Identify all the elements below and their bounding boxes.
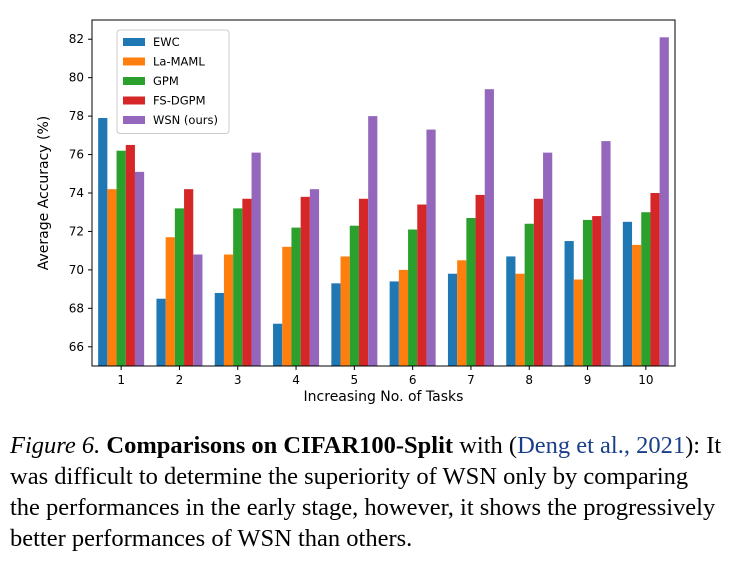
legend-label-wsn-ours: WSN (ours) <box>153 113 218 127</box>
bar-ewc-8 <box>506 256 516 366</box>
y-tick-label-72: 72 <box>69 224 84 238</box>
bar-wsn-ours-3 <box>251 152 261 366</box>
x-tick-label-4: 4 <box>292 373 300 387</box>
bar-ewc-6 <box>389 281 399 366</box>
bar-ewc-4 <box>273 323 283 366</box>
x-tick-label-1: 1 <box>117 373 125 387</box>
x-tick-label-7: 7 <box>467 373 475 387</box>
legend-label-la-maml: La-MAML <box>153 55 205 69</box>
bar-gpm-10 <box>641 212 651 366</box>
bar-ewc-9 <box>564 241 574 366</box>
x-tick-label-10: 10 <box>638 373 653 387</box>
bar-la-maml-3 <box>223 254 234 366</box>
bar-wsn-ours-5 <box>368 116 378 366</box>
bar-wsn-ours-7 <box>484 89 494 366</box>
bar-gpm-7 <box>466 217 476 366</box>
bar-la-maml-10 <box>632 244 642 366</box>
bar-fs-dgpm-4 <box>300 196 310 366</box>
caption-figure-number: Figure 6. <box>10 432 101 459</box>
bar-fs-dgpm-8 <box>533 198 544 366</box>
caption-bold-title: Comparisons on CIFAR100-Split <box>106 432 454 459</box>
bar-fs-dgpm-1 <box>125 144 135 366</box>
bar-fs-dgpm-10 <box>650 193 660 366</box>
bar-gpm-4 <box>291 227 301 366</box>
figure: 66 68 70 72 74 76 78 80 82 1 2 3 4 5 6 7 8 9 10 Increasing … <box>36 19 676 405</box>
bar-gpm-3 <box>233 208 243 366</box>
bar-gpm-8 <box>524 223 534 366</box>
caption-citation-year-link[interactable]: 2021 <box>636 432 686 459</box>
bar-la-maml-2 <box>165 237 175 366</box>
bar-wsn-ours-8 <box>543 152 553 366</box>
caption-citation-link[interactable]: Deng et al., <box>517 432 630 459</box>
legend-label-fs-dgpm: FS-DGPM <box>153 94 206 108</box>
bar-ewc-1 <box>98 118 108 366</box>
bar-fs-dgpm-6 <box>417 204 427 366</box>
bar-fs-dgpm-3 <box>242 198 252 366</box>
legend-swatch-wsn-ours <box>123 116 145 124</box>
bar-la-maml-9 <box>573 279 583 366</box>
bar-gpm-1 <box>116 150 126 366</box>
bar-fs-dgpm-2 <box>184 189 194 366</box>
y-tick-label-78: 78 <box>69 109 84 123</box>
bar-la-maml-6 <box>398 269 409 366</box>
figure-caption: Figure 6. Comparisons on CIFAR100-Split … <box>10 430 722 554</box>
x-tick-label-6: 6 <box>409 373 417 387</box>
bar-wsn-ours-9 <box>601 141 611 366</box>
bar-la-maml-5 <box>340 256 350 366</box>
bar-ewc-7 <box>447 273 458 366</box>
y-tick-label-74: 74 <box>69 186 84 200</box>
bar-gpm-6 <box>408 229 418 366</box>
y-tick-label-76: 76 <box>69 148 84 162</box>
bar-ewc-5 <box>331 283 341 366</box>
bar-la-maml-8 <box>515 273 525 366</box>
bar-wsn-ours-6 <box>426 129 436 366</box>
bar-la-maml-4 <box>282 246 292 366</box>
bar-ewc-2 <box>156 298 166 366</box>
legend-box <box>116 29 230 134</box>
bar-la-maml-1 <box>107 189 117 366</box>
bar-wsn-ours-2 <box>193 254 203 366</box>
bar-wsn-ours-1 <box>134 171 145 366</box>
bar-gpm-9 <box>582 219 593 366</box>
bar-gpm-2 <box>174 208 185 366</box>
y-tick-label-70: 70 <box>69 263 84 277</box>
y-tick-label-68: 68 <box>69 301 84 315</box>
legend-label-ewc: EWC <box>153 35 180 49</box>
legend-swatch-fs-dgpm <box>123 96 145 105</box>
caption-body-text: ): It was difficult to determine the sup… <box>10 432 722 552</box>
bar-fs-dgpm-7 <box>475 194 485 366</box>
x-tick-label-9: 9 <box>584 373 592 387</box>
bar-wsn-ours-10 <box>659 37 669 367</box>
x-tick-label-2: 2 <box>176 373 184 387</box>
bar-ewc-10 <box>622 221 633 366</box>
x-tick-label-8: 8 <box>525 373 533 387</box>
x-axis-label: Increasing No. of Tasks <box>304 389 464 405</box>
y-tick-label-66: 66 <box>69 340 84 354</box>
legend-swatch-gpm <box>123 77 145 85</box>
bar-wsn-ours-4 <box>309 189 320 366</box>
y-tick-label-80: 80 <box>69 71 84 85</box>
bar-la-maml-7 <box>457 260 467 366</box>
legend-swatch-la-maml <box>123 57 145 66</box>
legend-label-gpm: GPM <box>153 74 179 88</box>
caption-pre-citation: with ( <box>453 432 518 459</box>
bar-fs-dgpm-5 <box>358 198 369 366</box>
x-tick-label-5: 5 <box>351 373 359 387</box>
bar-fs-dgpm-9 <box>592 216 602 366</box>
bar-gpm-5 <box>349 225 359 366</box>
y-axis-label: Average Accuracy (%) <box>36 116 52 271</box>
y-tick-label-82: 82 <box>69 32 84 46</box>
x-tick-label-3: 3 <box>234 373 242 387</box>
bar-ewc-3 <box>214 292 224 366</box>
legend-swatch-ewc <box>123 38 145 46</box>
